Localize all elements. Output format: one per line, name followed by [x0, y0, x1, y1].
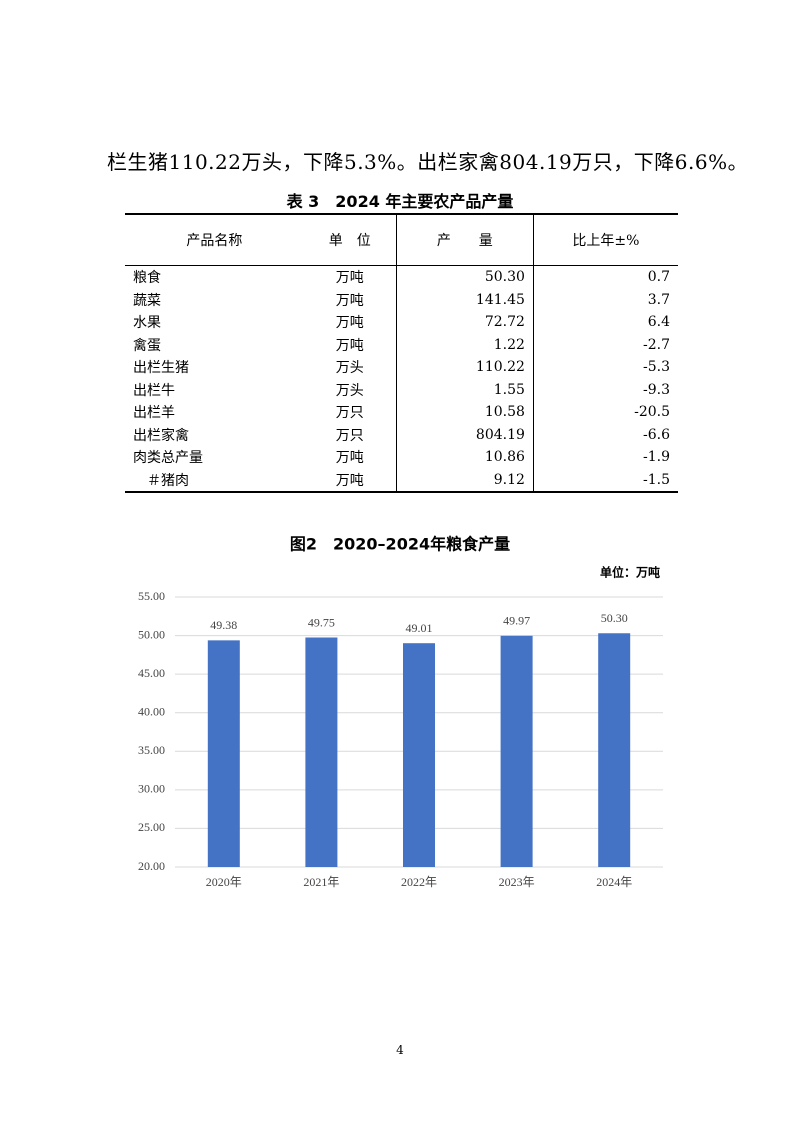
- value-label: 49.38: [210, 618, 237, 632]
- table-cell: 出栏牛: [133, 382, 175, 399]
- table-cell: 3.7: [647, 291, 670, 308]
- table: 产品名称单 位产 量比上年±% 粮食 万吨 50.30 0.7 蔬菜 万吨 141.45 3.7…: [125, 213, 678, 493]
- table-row: 肉类总产量 万吨 10.86 -1.9: [125, 446, 678, 469]
- table-cell: 出栏羊: [133, 405, 175, 422]
- table-cell: -5.3: [643, 359, 670, 376]
- header-cell: 产 量: [395, 213, 534, 266]
- x-tick-label: 2020年: [206, 875, 242, 889]
- unit-label: 单位：万吨: [600, 565, 660, 580]
- bar: [207, 640, 240, 867]
- value-label: 50.30: [601, 611, 628, 625]
- table-cell: 万吨: [303, 468, 397, 493]
- paragraph: 栏生猪110.22万头，下降5.3%。出栏家禽804.19万只，下降6.6%。: [107, 150, 749, 174]
- y-tick-label: 20.00: [138, 859, 165, 873]
- header-cell: 比上年±%: [533, 213, 678, 266]
- bar: [305, 637, 338, 867]
- table-cell: 万吨: [303, 288, 397, 311]
- table-cell: 10.86: [395, 446, 534, 469]
- y-tick-label: 50.00: [138, 627, 165, 641]
- table-cell: 蔬菜: [133, 292, 161, 309]
- x-tick-label: 2021年: [303, 875, 339, 889]
- table-cell: -1.9: [643, 449, 670, 466]
- y-tick-label: 30.00: [138, 782, 165, 796]
- value-label: 49.75: [308, 615, 335, 629]
- y-tick-label: 40.00: [138, 704, 165, 718]
- x-tick-label: 2023年: [499, 875, 535, 889]
- header-cell: 产品名称: [125, 213, 304, 266]
- table-cell: 万头: [303, 378, 397, 401]
- y-tick-label: 35.00: [138, 743, 165, 757]
- y-tick-label: 45.00: [138, 666, 165, 680]
- chart: 图2 2020–2024年粮食产量 单位：万吨 20.00 25.00 30.00 3…: [138, 535, 663, 889]
- table-cell: 万吨: [303, 333, 397, 356]
- table-cell: 10.58: [395, 401, 534, 424]
- table-cell: 水果: [133, 315, 161, 332]
- table-cell: 110.22: [395, 356, 534, 379]
- table-row: 出栏家禽 万只 804.19 -6.6: [125, 423, 678, 446]
- table-cell: -6.6: [643, 426, 670, 443]
- y-tick-label: 25.00: [138, 820, 165, 834]
- table-cell: -1.5: [533, 468, 678, 493]
- value-label: 49.01: [406, 621, 433, 635]
- header-cell: 单 位: [303, 213, 397, 266]
- page-number: 4: [396, 1043, 404, 1057]
- bar: [403, 643, 435, 867]
- table-cell: 72.72: [395, 311, 534, 334]
- table-cell: 万吨: [303, 311, 397, 334]
- table-cell: ＃猪肉: [125, 468, 304, 493]
- table-cell: 804.19: [395, 423, 534, 446]
- table-title: 表 3 2024 年主要农产品产量: [286, 192, 514, 211]
- table-cell: 万只: [303, 423, 397, 446]
- x-tick-label: 2022年: [401, 875, 437, 889]
- table-row: 出栏羊 万只 10.58 -20.5: [125, 401, 678, 424]
- table-row: 禽蛋 万吨 1.22 -2.7: [125, 333, 678, 356]
- table-cell: 出栏家禽: [133, 427, 189, 444]
- table-row: 蔬菜 万吨 141.45 3.7: [125, 288, 678, 311]
- x-tick-label: 2024年: [596, 875, 632, 889]
- table-row: ＃猪肉 万吨 9.12 -1.5: [125, 468, 678, 493]
- table-cell: 6.4: [647, 314, 670, 331]
- table-cell: 粮食: [133, 270, 161, 287]
- bar: [500, 635, 533, 867]
- chart-title: 图2 2020–2024年粮食产量: [290, 535, 510, 554]
- table-cell: -9.3: [643, 381, 670, 398]
- table-cell: 肉类总产量: [133, 450, 203, 467]
- table-cell: 1.55: [395, 378, 534, 401]
- table-cell: 万头: [303, 356, 397, 379]
- table-row: 出栏生猪 万头 110.22 -5.3: [125, 356, 678, 379]
- bar: [598, 633, 631, 867]
- value-label: 49.97: [503, 614, 530, 628]
- table-cell: 万只: [303, 401, 397, 424]
- header-row: 产品名称单 位产 量比上年±%: [125, 213, 678, 266]
- table-cell: 万吨: [303, 446, 397, 469]
- table-row: 出栏牛 万头 1.55 -9.3: [125, 378, 678, 401]
- table-cell: 50.30: [395, 265, 534, 289]
- table-cell: 禽蛋: [133, 337, 161, 354]
- table-cell: -20.5: [634, 404, 670, 421]
- y-tick-label: 55.00: [138, 589, 165, 603]
- table-cell: 9.12: [395, 468, 534, 493]
- table-cell: 出栏生猪: [133, 360, 189, 377]
- table-cell: -2.7: [643, 336, 670, 353]
- table-row: 粮食 万吨 50.30 0.7: [125, 265, 678, 289]
- table-cell: 1.22: [395, 333, 534, 356]
- table-cell: 0.7: [647, 269, 670, 286]
- table-row: 水果 万吨 72.72 6.4: [125, 311, 678, 334]
- table-cell: 万吨: [303, 265, 397, 289]
- table-cell: 141.45: [395, 288, 534, 311]
